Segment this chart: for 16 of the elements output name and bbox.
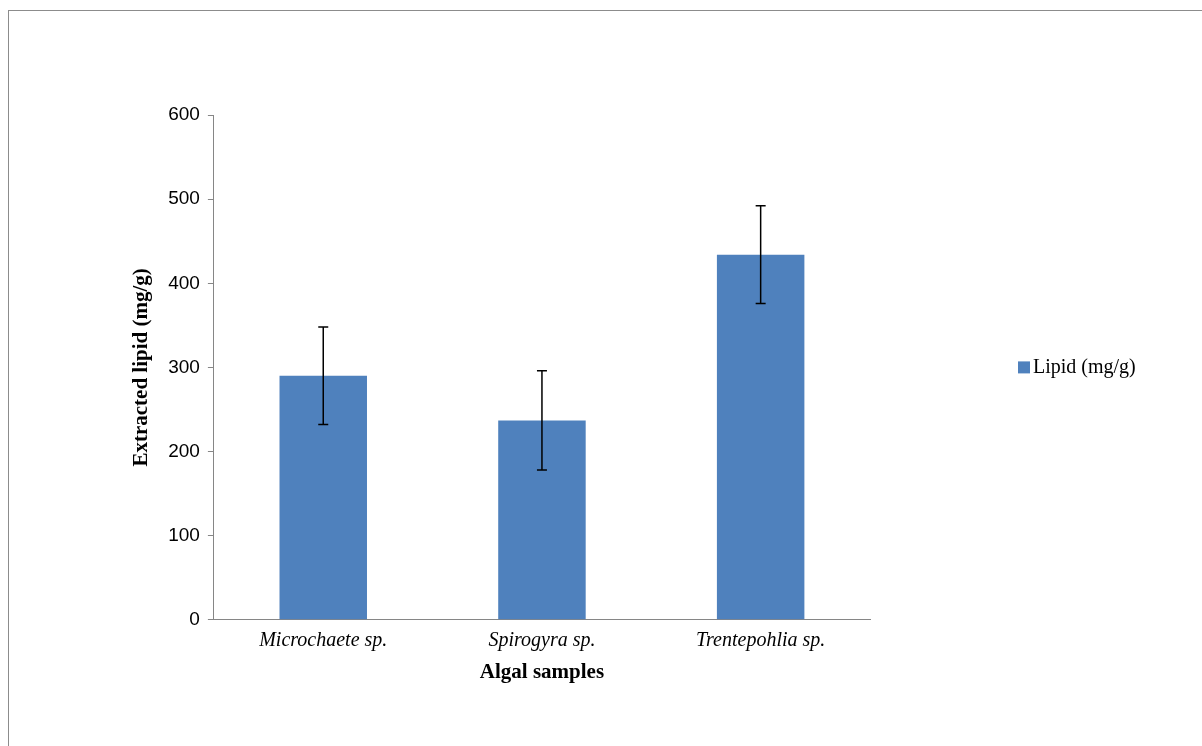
y-tick-label: 400	[168, 271, 200, 293]
y-tick-label: 500	[168, 187, 200, 209]
y-axis-title: Extracted lipid (mg/g)	[128, 268, 153, 467]
x-axis-title: Algal samples	[479, 658, 605, 683]
legend-label: Lipid (mg/g)	[1033, 354, 1136, 378]
y-tick-label: 300	[168, 355, 200, 377]
y-tick-label: 600	[168, 103, 200, 125]
bar	[279, 375, 367, 620]
bar	[716, 254, 805, 620]
y-tick-label: 100	[168, 523, 200, 545]
x-tick-label: Microchaete sp.	[258, 628, 388, 652]
bar	[498, 420, 586, 620]
x-tick-label: Trentepohlia sp.	[696, 628, 826, 652]
y-tick-label: 200	[168, 439, 200, 461]
y-tick-label: 0	[189, 608, 200, 630]
x-tick-label: Spirogyra sp.	[488, 628, 596, 652]
